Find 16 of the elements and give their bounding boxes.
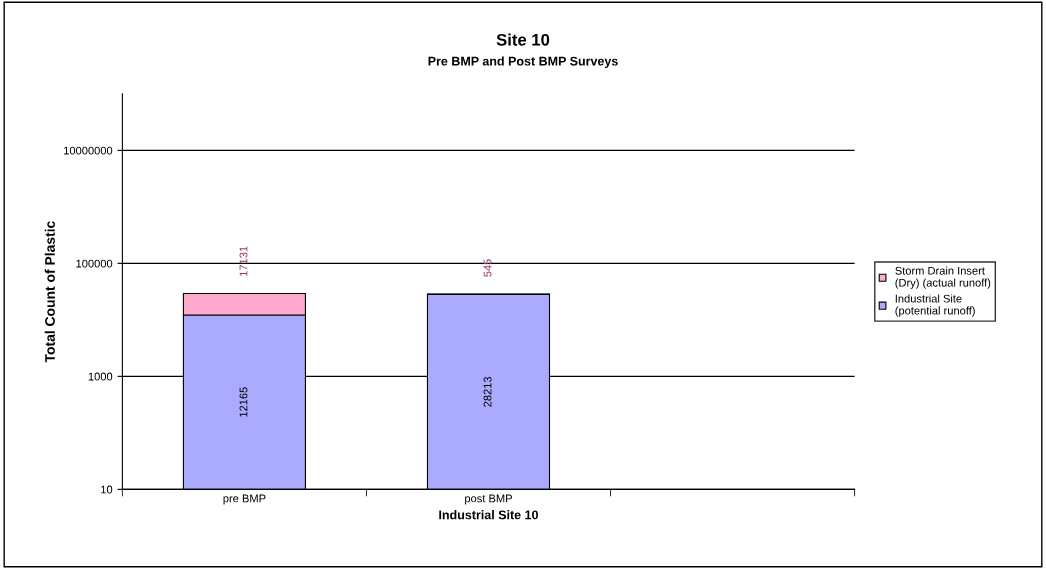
data-label: 17131 <box>239 246 248 276</box>
data-label: 28213 <box>483 376 492 407</box>
x-tick-label: pre BMP <box>223 494 266 505</box>
data-label: 12165 <box>239 387 248 417</box>
y-axis-title: Total Count of Plastic <box>44 221 55 363</box>
data-label: 545 <box>483 259 492 277</box>
x-axis-title: Industrial Site 10 <box>439 510 538 520</box>
x-tick-label: post BMP <box>465 494 512 505</box>
chart-subtitle: Pre BMP and Post BMP Surveys <box>428 56 618 69</box>
legend-label: Industrial Site (potential runoff) <box>895 294 975 317</box>
y-tick-label: 100000 <box>76 259 113 268</box>
y-tick-label: 10 <box>101 485 113 494</box>
chart-title: Site 10 <box>496 33 550 46</box>
legend-label: Storm Drain Insert (Dry) (actual runoff) <box>895 266 991 289</box>
y-tick-label: 10000000 <box>64 146 113 155</box>
y-tick-label: 1000 <box>88 372 113 381</box>
